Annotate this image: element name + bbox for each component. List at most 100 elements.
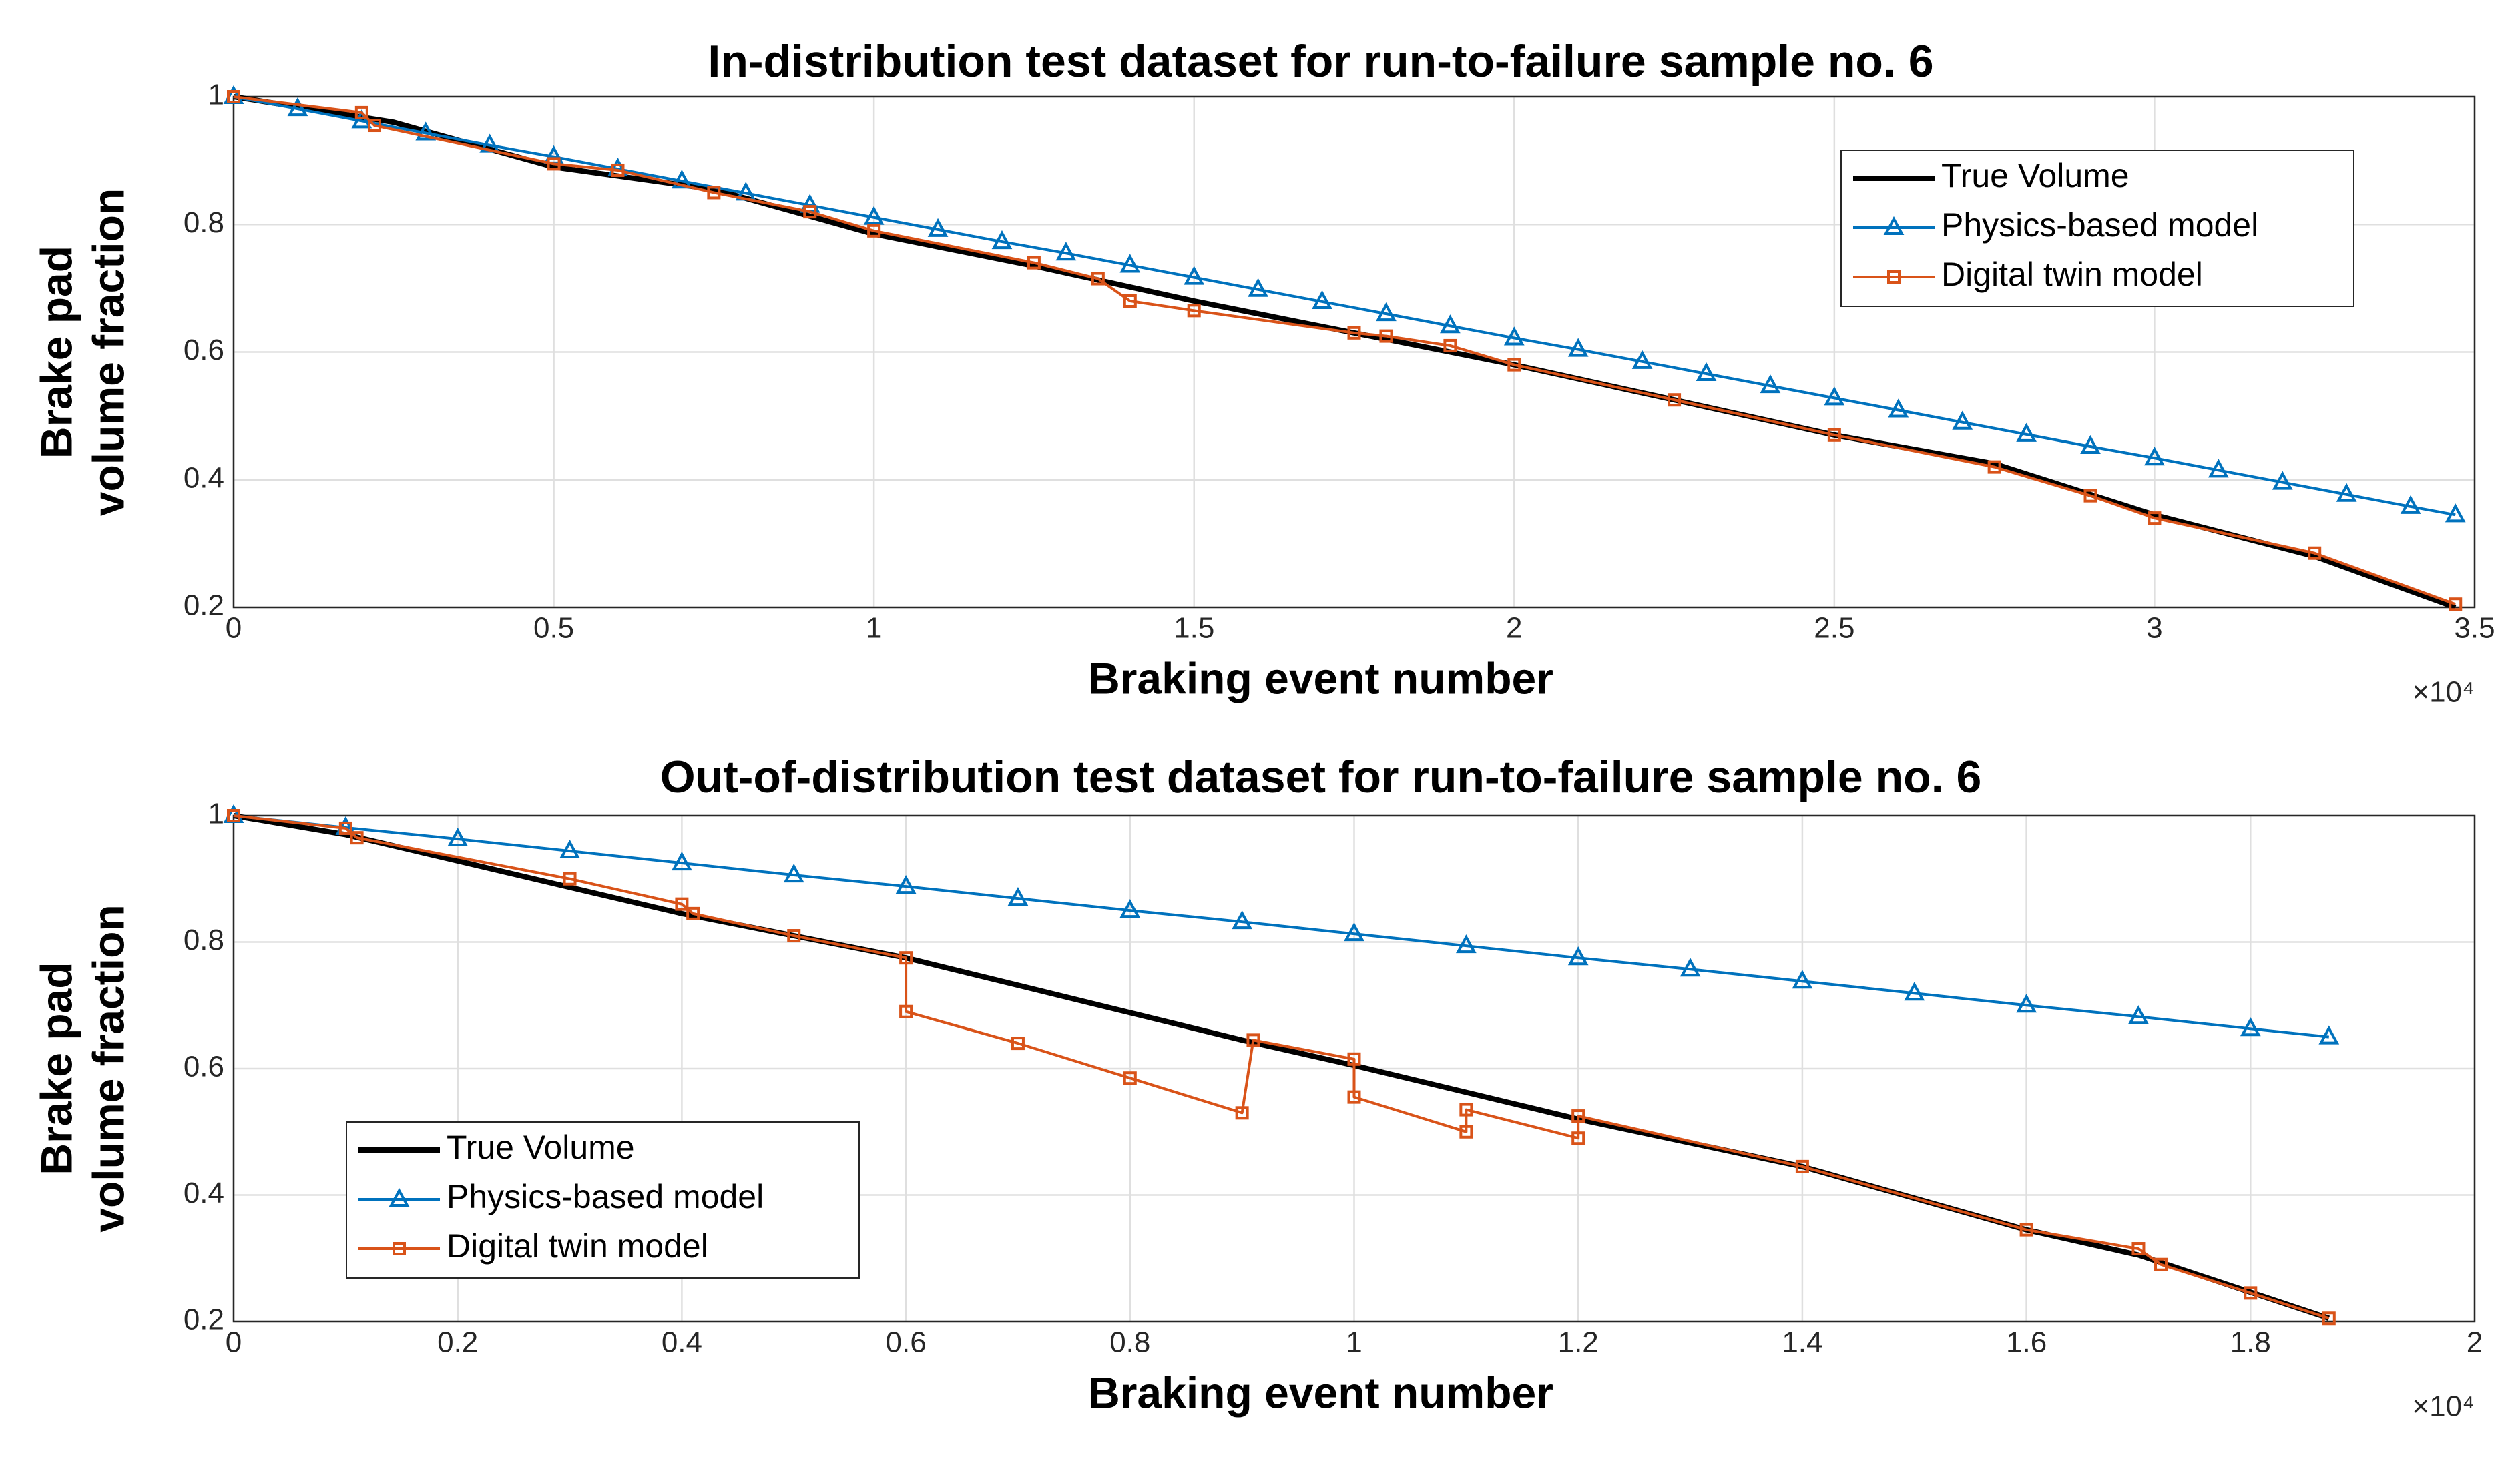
- x-tick-label: 3: [2146, 612, 2162, 645]
- x-tick-label: 2: [1506, 612, 1522, 645]
- x-tick-label: 0: [226, 612, 242, 645]
- y-tick-label: 1: [208, 798, 224, 830]
- series-line: [233, 95, 2456, 517]
- y-axis-label: volume fraction: [83, 904, 133, 1232]
- chart-title: Out-of-distribution test dataset for run…: [660, 752, 1982, 802]
- marker: [1792, 970, 1813, 989]
- x-tick-label: 0.5: [533, 612, 574, 645]
- marker: [1824, 386, 1845, 406]
- marker: [547, 157, 561, 171]
- x-tick-label: 1: [1346, 1326, 1362, 1359]
- marker: [1455, 934, 1477, 954]
- marker: [2128, 1005, 2149, 1024]
- marker: [899, 951, 913, 965]
- x-tick-label: 0.4: [662, 1326, 702, 1359]
- x-tick-label: 1.6: [2006, 1326, 2047, 1359]
- marker: [227, 809, 240, 822]
- axes-box: [232, 95, 2476, 609]
- marker: [368, 119, 382, 133]
- marker: [447, 827, 469, 847]
- marker: [1011, 1037, 1025, 1051]
- marker: [1503, 326, 1525, 346]
- y-tick-label: 0.4: [184, 1177, 224, 1209]
- x-tick-label: 1.2: [1558, 1326, 1599, 1359]
- marker: [2154, 1257, 2168, 1271]
- marker: [559, 839, 580, 859]
- marker: [803, 205, 817, 219]
- x-axis-label: Braking event number: [1088, 653, 1553, 703]
- marker: [354, 105, 368, 119]
- marker: [1571, 1131, 1585, 1145]
- marker: [2148, 511, 2162, 525]
- marker: [227, 90, 240, 103]
- marker: [1379, 329, 1393, 343]
- marker: [2449, 597, 2463, 611]
- marker: [1235, 1106, 1249, 1120]
- y-tick-label: 0.6: [184, 334, 224, 366]
- legend-marker: [1887, 270, 1901, 284]
- marker: [2080, 434, 2101, 455]
- marker: [1795, 1159, 1809, 1173]
- marker: [1443, 338, 1457, 352]
- legend-label: True Volume: [447, 1129, 635, 1166]
- marker: [1567, 338, 1589, 357]
- marker: [1440, 314, 1461, 334]
- marker: [1567, 946, 1589, 966]
- marker: [686, 906, 700, 920]
- marker: [1760, 374, 1781, 394]
- marker: [867, 224, 881, 238]
- marker: [2445, 503, 2466, 523]
- y-tick-label: 0.4: [184, 461, 224, 494]
- marker: [1184, 266, 1205, 285]
- marker: [899, 1004, 913, 1018]
- marker: [1696, 362, 1717, 382]
- y-axis-label: Brake pad: [31, 962, 81, 1175]
- y-tick-label: 0.6: [184, 1051, 224, 1083]
- axes-box: [232, 814, 2476, 1323]
- marker: [2019, 1223, 2033, 1237]
- x-tick-label: 0.2: [437, 1326, 478, 1359]
- marker: [863, 206, 885, 225]
- marker: [672, 851, 692, 871]
- x-multiplier: ×10⁴: [2412, 1390, 2475, 1423]
- marker: [415, 121, 437, 141]
- marker: [2208, 459, 2229, 478]
- marker: [1376, 302, 1397, 322]
- marker: [1055, 242, 1077, 261]
- marker: [783, 863, 804, 883]
- marker: [2400, 495, 2421, 514]
- marker: [611, 163, 625, 177]
- legend-label: Digital twin model: [447, 1227, 708, 1265]
- marker: [991, 230, 1013, 250]
- marker: [1123, 294, 1137, 308]
- marker: [2272, 471, 2293, 490]
- series-line: [233, 95, 2456, 606]
- legend-marker: [389, 1187, 410, 1207]
- marker: [1987, 460, 2001, 474]
- marker: [350, 831, 364, 845]
- marker: [287, 97, 308, 117]
- marker: [563, 872, 577, 886]
- marker: [895, 874, 917, 894]
- y-tick-label: 0.8: [184, 206, 224, 239]
- marker: [2131, 1242, 2146, 1256]
- marker: [1027, 256, 1041, 270]
- marker: [2244, 1286, 2258, 1300]
- marker: [1347, 326, 1361, 340]
- x-tick-label: 0.6: [886, 1326, 927, 1359]
- marker: [1904, 982, 1925, 1001]
- marker: [1119, 254, 1141, 273]
- x-tick-label: 1.5: [1174, 612, 1214, 645]
- marker: [1347, 1090, 1361, 1104]
- marker: [1312, 290, 1332, 309]
- legend-marker: [393, 1242, 406, 1255]
- marker: [1232, 910, 1253, 930]
- y-axis-label: volume fraction: [83, 188, 133, 516]
- series-line: [233, 814, 2330, 1320]
- marker: [1248, 278, 1268, 297]
- marker: [1459, 1125, 1473, 1139]
- legend-label: Physics-based model: [1941, 206, 2258, 244]
- y-tick-label: 0.2: [184, 1303, 224, 1336]
- marker: [787, 929, 801, 943]
